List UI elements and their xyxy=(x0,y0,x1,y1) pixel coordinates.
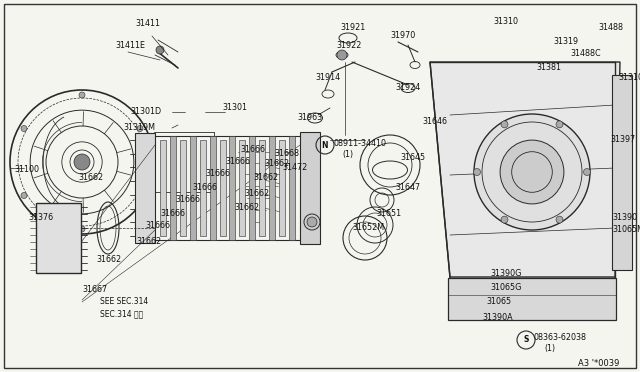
Text: 31376: 31376 xyxy=(28,214,53,222)
Text: 31065M: 31065M xyxy=(612,225,640,234)
Text: SEC.314 参図: SEC.314 参図 xyxy=(100,310,143,318)
Text: 31065: 31065 xyxy=(486,298,511,307)
Text: 31301: 31301 xyxy=(222,103,247,112)
Text: 31662: 31662 xyxy=(253,173,278,183)
Text: 31668: 31668 xyxy=(274,148,299,157)
Circle shape xyxy=(500,140,564,204)
Bar xyxy=(210,136,216,240)
Text: 31065G: 31065G xyxy=(490,283,522,292)
Circle shape xyxy=(137,192,143,199)
Text: SEE SEC.314: SEE SEC.314 xyxy=(100,298,148,307)
Text: 08363-62038: 08363-62038 xyxy=(534,333,587,341)
Text: 31662: 31662 xyxy=(234,203,259,212)
Bar xyxy=(230,136,236,240)
Text: 31666: 31666 xyxy=(225,157,250,167)
Circle shape xyxy=(556,216,563,223)
Circle shape xyxy=(79,92,85,98)
Text: 31922: 31922 xyxy=(336,42,362,51)
Bar xyxy=(300,132,320,244)
Bar xyxy=(190,136,196,240)
Text: 31390: 31390 xyxy=(612,214,637,222)
Circle shape xyxy=(584,169,591,176)
Polygon shape xyxy=(430,62,620,277)
Circle shape xyxy=(474,114,590,230)
Text: 31963: 31963 xyxy=(297,113,322,122)
Circle shape xyxy=(21,125,27,131)
Circle shape xyxy=(40,221,76,256)
Text: S: S xyxy=(524,336,529,344)
Text: 31666: 31666 xyxy=(205,170,230,179)
Text: (1): (1) xyxy=(544,344,555,353)
Circle shape xyxy=(156,46,164,54)
Text: 31319M: 31319M xyxy=(123,124,155,132)
Text: 31666: 31666 xyxy=(160,208,185,218)
Bar xyxy=(170,136,176,240)
Text: 31646: 31646 xyxy=(422,118,447,126)
Text: (1): (1) xyxy=(342,151,353,160)
Bar xyxy=(220,140,225,236)
Bar xyxy=(35,203,81,273)
Text: 31667: 31667 xyxy=(82,285,107,295)
Circle shape xyxy=(501,121,508,128)
Text: 31666: 31666 xyxy=(240,145,265,154)
Circle shape xyxy=(79,226,85,232)
Text: 31645: 31645 xyxy=(400,154,425,163)
Bar xyxy=(269,136,275,240)
Text: 31662: 31662 xyxy=(78,173,103,183)
Circle shape xyxy=(307,217,317,227)
Circle shape xyxy=(501,216,508,223)
Text: 31662: 31662 xyxy=(244,189,269,198)
Text: 31310E: 31310E xyxy=(618,74,640,83)
Text: 31647: 31647 xyxy=(395,183,420,192)
Text: 31390A: 31390A xyxy=(482,314,513,323)
Text: 31411: 31411 xyxy=(136,19,161,28)
Text: 31662: 31662 xyxy=(264,158,289,167)
Bar xyxy=(250,136,255,240)
Text: 31319: 31319 xyxy=(553,38,578,46)
Text: 31652M: 31652M xyxy=(352,224,384,232)
Bar xyxy=(160,140,166,236)
Circle shape xyxy=(74,154,90,170)
Bar xyxy=(259,140,265,236)
Bar xyxy=(612,75,632,270)
Text: 08911-34410: 08911-34410 xyxy=(334,138,387,148)
Text: 31662: 31662 xyxy=(96,256,121,264)
Text: 31921: 31921 xyxy=(340,23,365,32)
Text: N: N xyxy=(322,141,328,150)
Text: 31381: 31381 xyxy=(536,64,561,73)
Circle shape xyxy=(137,125,143,131)
Text: 31666: 31666 xyxy=(192,183,217,192)
Bar xyxy=(180,140,186,236)
Text: 31390G: 31390G xyxy=(490,269,522,279)
Bar xyxy=(279,140,285,236)
Circle shape xyxy=(556,121,563,128)
Bar xyxy=(448,278,616,320)
Text: 31662: 31662 xyxy=(136,237,161,247)
Bar xyxy=(289,136,295,240)
Circle shape xyxy=(474,169,481,176)
Text: 31310: 31310 xyxy=(493,17,518,26)
Text: 31924: 31924 xyxy=(395,83,420,93)
Text: 31411E: 31411E xyxy=(115,42,145,51)
Text: 31970: 31970 xyxy=(390,32,415,41)
Text: A3 '*0039: A3 '*0039 xyxy=(578,359,620,368)
Text: 31397: 31397 xyxy=(610,135,636,144)
Bar xyxy=(239,140,245,236)
Text: 31100: 31100 xyxy=(14,166,39,174)
Bar xyxy=(200,140,205,236)
Text: 31472: 31472 xyxy=(282,164,307,173)
Text: 31301D: 31301D xyxy=(131,108,162,116)
Text: 31666: 31666 xyxy=(175,196,200,205)
Circle shape xyxy=(21,192,27,199)
Text: 31666: 31666 xyxy=(145,221,170,230)
Text: 31914: 31914 xyxy=(315,74,340,83)
Text: 31488: 31488 xyxy=(598,23,623,32)
Circle shape xyxy=(337,50,347,60)
Text: 31651: 31651 xyxy=(376,208,401,218)
Bar xyxy=(135,133,155,243)
Text: 31488C: 31488C xyxy=(570,49,600,58)
